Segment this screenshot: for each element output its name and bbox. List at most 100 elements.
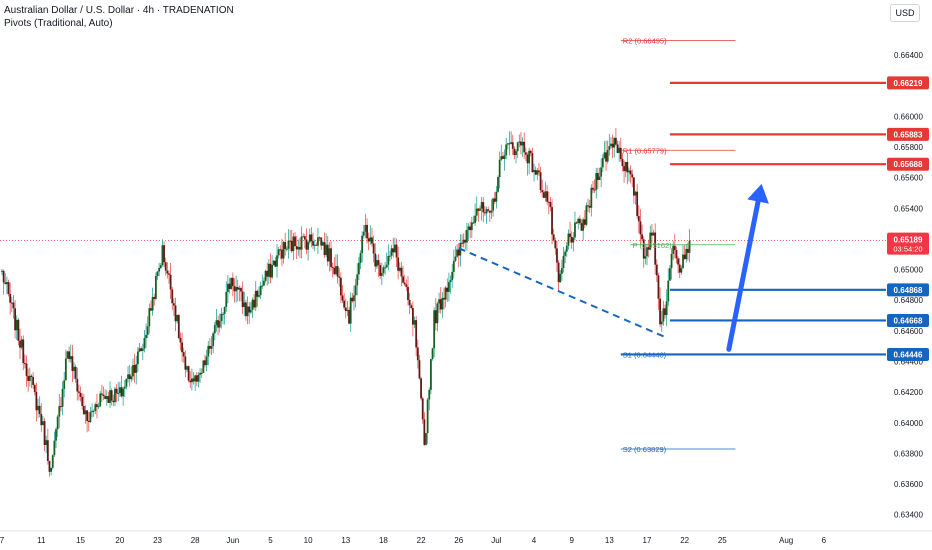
candle-body: [205, 356, 208, 366]
candle-body: [410, 305, 413, 309]
candle-body: [132, 365, 134, 377]
candle-body: [670, 253, 673, 269]
chart-title: Australian Dollar / U.S. Dollar · 4h · T…: [4, 5, 234, 16]
candle-body: [45, 440, 48, 445]
price-tick-label: 0.64000: [894, 419, 923, 428]
price-axis-badge-label: 0.65883: [894, 130, 923, 139]
candle-body: [357, 262, 360, 275]
candle-body: [564, 251, 567, 256]
price-axis-badge: [887, 283, 929, 297]
candle-body: [303, 236, 306, 240]
candle-body: [28, 375, 31, 382]
candle-body: [313, 244, 316, 246]
candle-body: [557, 262, 560, 283]
candle-body: [542, 192, 545, 198]
candle-body: [600, 167, 603, 177]
candle-body: [372, 243, 375, 254]
candle-body: [654, 232, 657, 265]
candle-body: [534, 170, 537, 175]
candle-body: [231, 277, 234, 287]
candle-body: [300, 236, 303, 250]
candle-body: [51, 455, 54, 468]
candle-body: [187, 366, 190, 381]
candle-body: [73, 366, 75, 372]
candle-body: [122, 388, 125, 397]
candle-body: [479, 208, 481, 211]
candle-body: [184, 356, 187, 370]
candle-body: [393, 244, 396, 253]
candle-body: [20, 339, 23, 348]
candle-body: [441, 297, 444, 310]
candle-body: [109, 390, 111, 403]
candle-body: [529, 150, 532, 154]
candle-body: [338, 276, 341, 278]
candle-body: [665, 301, 668, 316]
candle-body: [387, 256, 390, 265]
candle-body: [210, 346, 213, 349]
candle-body: [241, 291, 244, 308]
candle-body: [112, 400, 115, 403]
candle-body: [87, 420, 90, 423]
candle-body: [213, 325, 216, 334]
candle-body: [683, 254, 686, 260]
candle-body: [285, 248, 288, 250]
candle-body: [678, 264, 681, 273]
candle-body: [662, 308, 665, 322]
candle-body: [68, 351, 71, 360]
candle-body: [433, 310, 436, 349]
time-tick-label: 13: [341, 536, 350, 545]
currency-button[interactable]: USD: [890, 4, 920, 22]
candle-body: [575, 222, 578, 224]
candle-body: [272, 260, 275, 265]
candle-body: [118, 387, 121, 394]
candle-body: [467, 226, 470, 230]
candle-body: [398, 267, 401, 271]
candle-body: [195, 375, 198, 382]
candle-body: [323, 242, 326, 256]
candle-body: [33, 384, 36, 392]
arrow-shaft: [726, 198, 761, 352]
candle-body: [104, 396, 107, 399]
candle-body: [430, 359, 432, 390]
candle-body: [472, 222, 475, 224]
candle-body: [647, 247, 650, 250]
time-tick-label: Aug: [779, 536, 793, 545]
candle-body: [156, 271, 159, 276]
candle-body: [209, 345, 211, 349]
candle-body: [513, 148, 516, 155]
candle-body: [96, 404, 98, 407]
candle-body: [469, 226, 472, 231]
candle-body: [490, 210, 493, 213]
candle-body: [626, 161, 629, 173]
candle-body: [91, 410, 93, 412]
candle-body: [32, 376, 35, 385]
candle-body: [588, 205, 591, 208]
candle-body: [161, 245, 164, 266]
candle-body: [562, 255, 565, 269]
candle-body: [485, 209, 488, 214]
candle-body: [197, 374, 200, 382]
candle-body: [371, 237, 373, 244]
candle-body: [551, 207, 553, 235]
candle-body: [227, 283, 229, 292]
candle-body: [163, 245, 165, 263]
candle-body: [624, 161, 627, 172]
candle-body: [343, 300, 346, 308]
candle-body: [141, 348, 144, 351]
time-tick-label: 26: [454, 536, 463, 545]
candle-body: [533, 170, 535, 173]
candle-body: [385, 264, 388, 268]
price-axis-badge: [887, 127, 929, 141]
candle-body: [86, 410, 89, 421]
candle-body: [38, 405, 41, 414]
candle-body: [217, 320, 219, 328]
candle-body: [9, 294, 12, 303]
candle-body: [30, 375, 33, 377]
candle-body: [448, 282, 450, 292]
candle-body: [623, 166, 625, 172]
candle-body: [153, 296, 156, 299]
candle-body: [361, 235, 364, 254]
candle-body: [258, 295, 260, 297]
